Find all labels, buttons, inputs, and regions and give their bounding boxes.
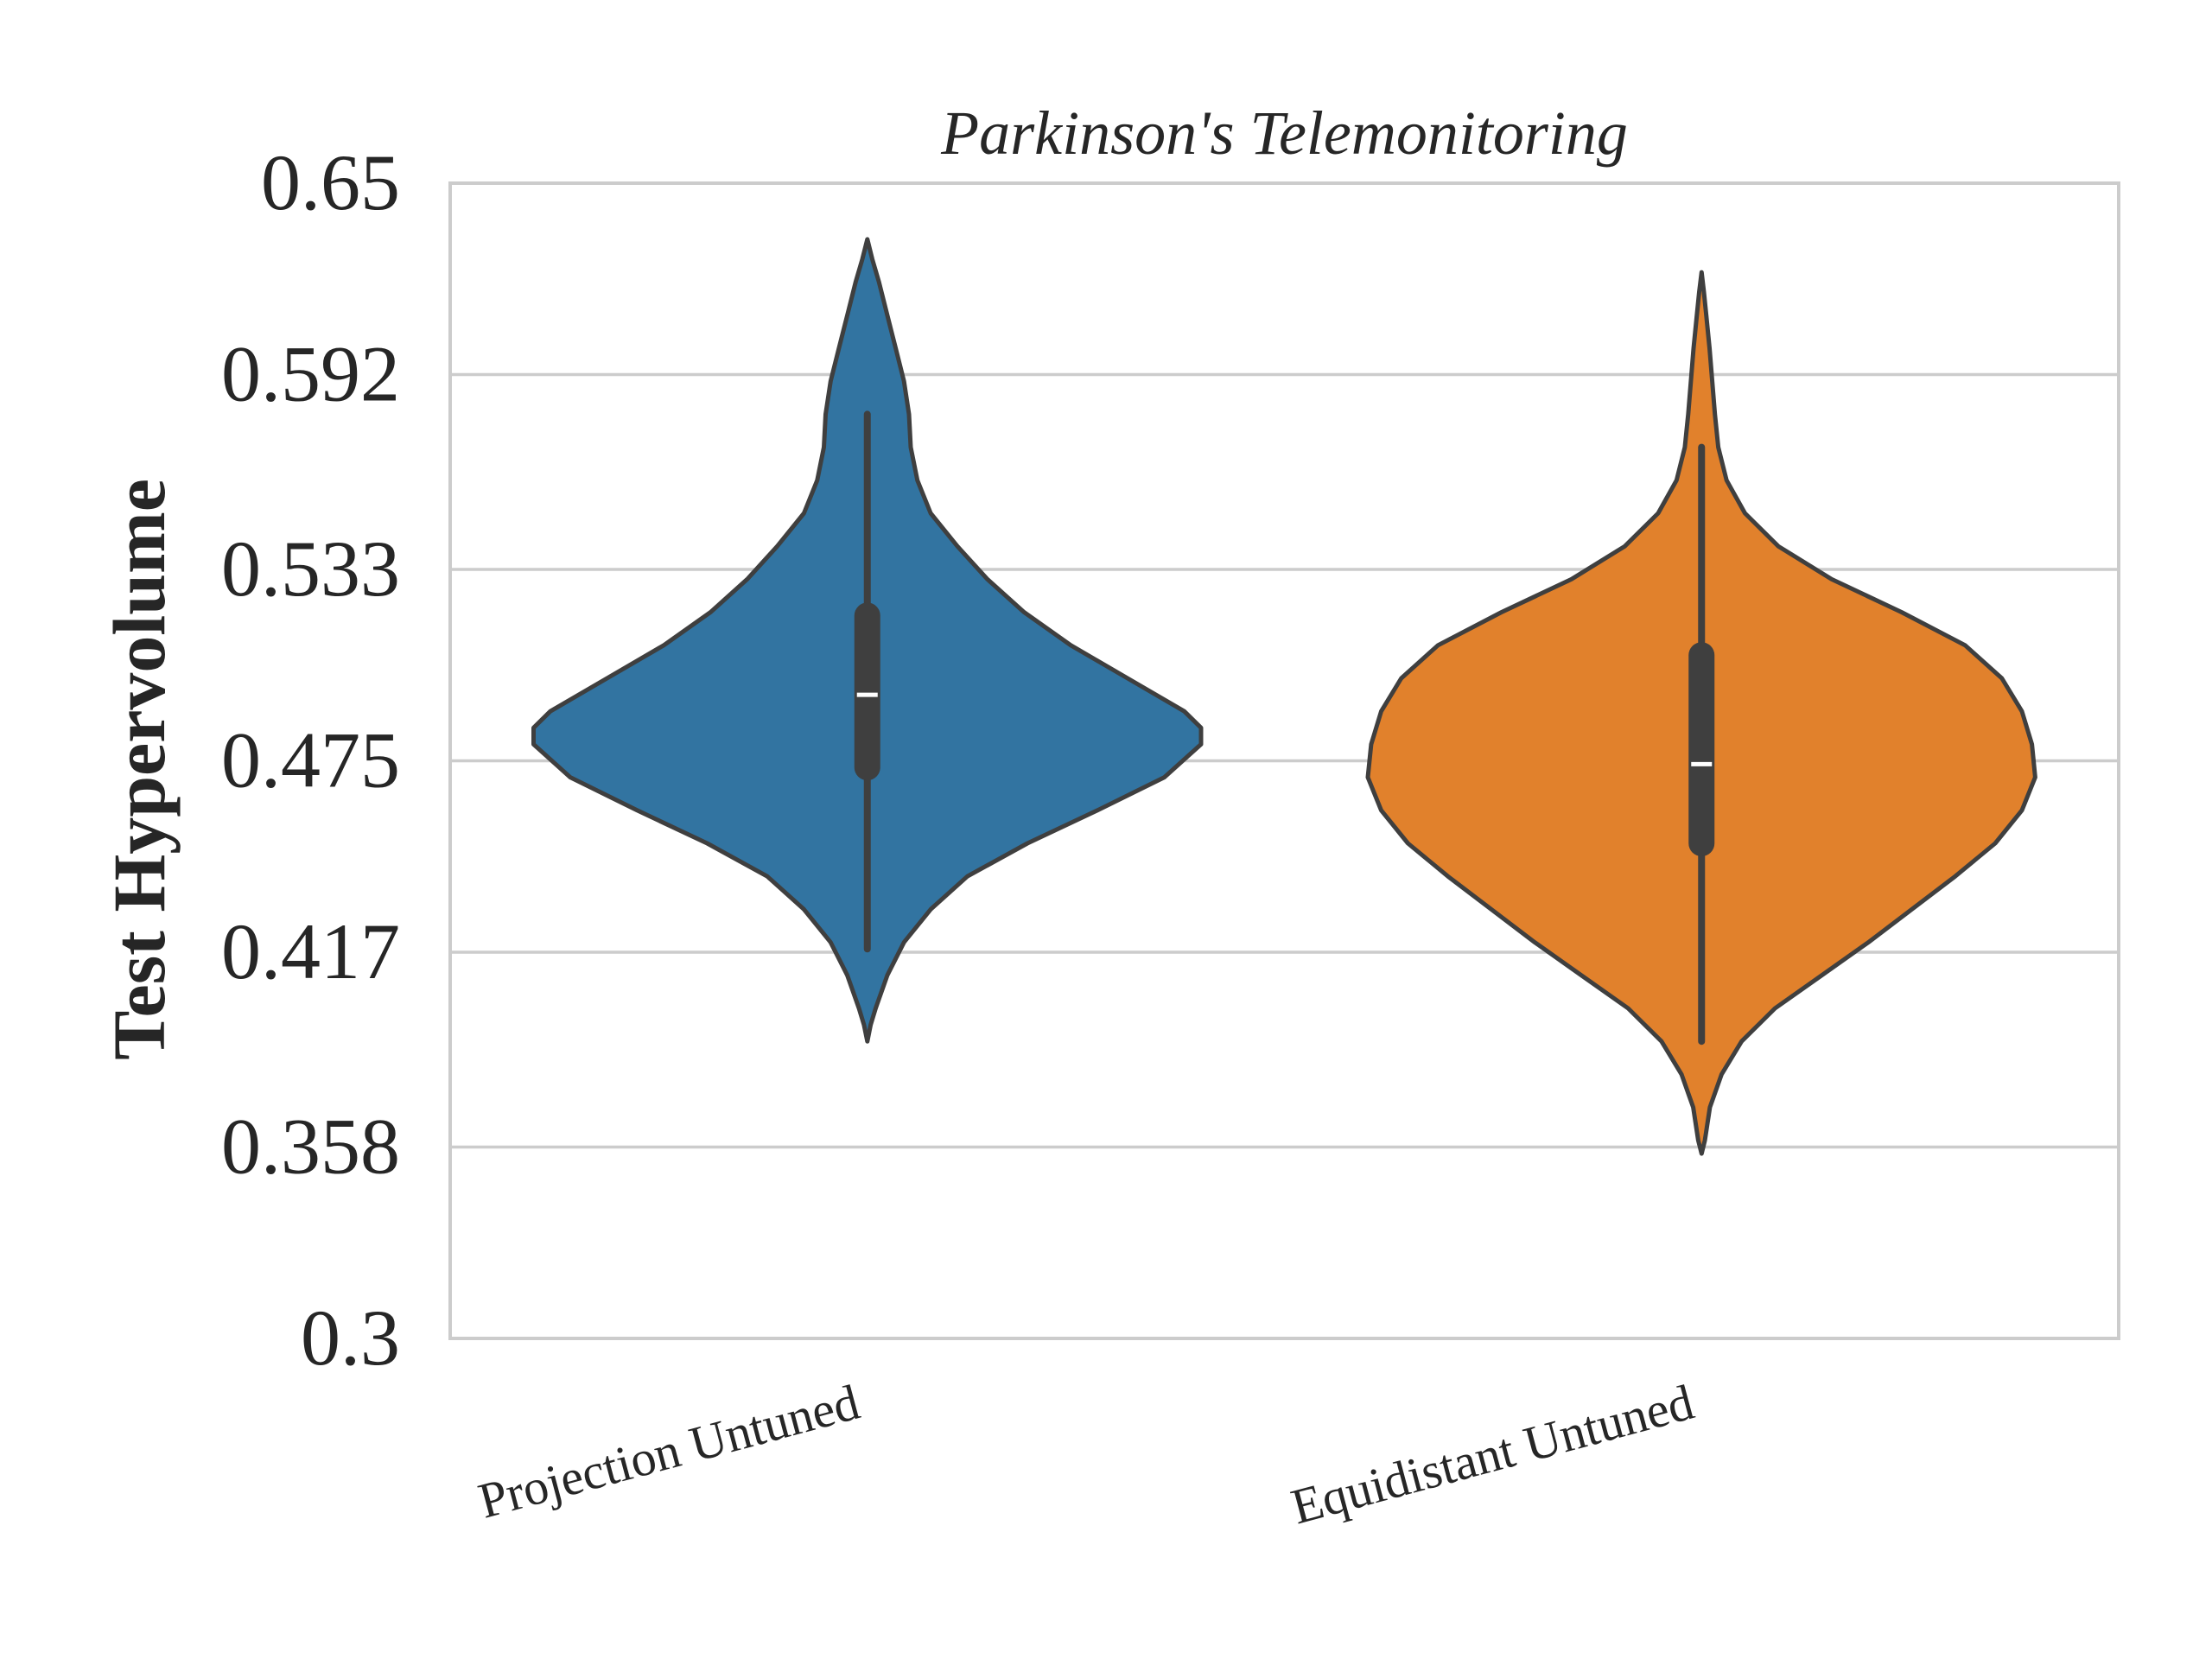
y-tick-label: 0.533 [221, 524, 400, 613]
y-tick-label: 0.475 [221, 716, 400, 804]
y-axis-label: Test Hypervolume [98, 479, 181, 1060]
violins [531, 237, 2037, 1156]
y-tick-label: 0.3 [301, 1294, 400, 1382]
y-tick-label: 0.592 [221, 330, 400, 418]
chart-title: Parkinson's Telemonitoring [940, 99, 1628, 168]
plot-frame [448, 181, 2120, 1340]
y-tick-label: 0.417 [221, 907, 400, 995]
y-tick-label: 0.65 [261, 138, 400, 226]
y-tick-label: 0.358 [221, 1102, 400, 1190]
y-tick-labels: 0.3 0.358 0.417 0.475 0.533 0.592 0.65 [221, 138, 400, 1382]
